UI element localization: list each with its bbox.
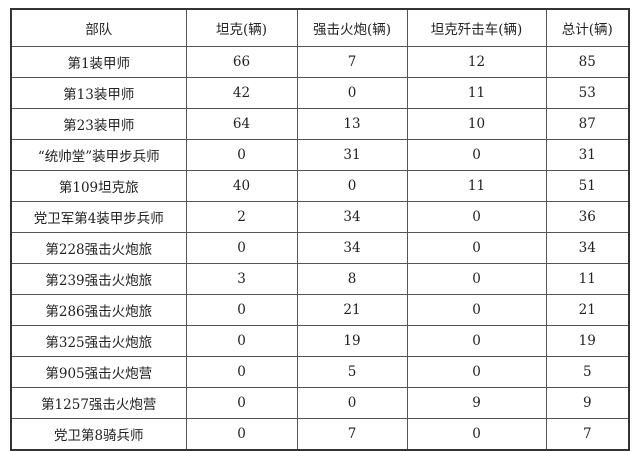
cell-unit: 第1装甲师 [10, 46, 187, 78]
cell-tank-destroyers: 0 [406, 356, 547, 388]
cell-tanks: 0 [185, 325, 298, 357]
cell-assault-guns: 13 [296, 108, 408, 140]
cell-unit: 党卫第8骑兵师 [10, 418, 187, 451]
column-header-unit: 部队 [10, 8, 187, 47]
unit-vehicle-table: 部队 坦克(辆) 强击火炮(辆) 坦克歼击车(辆) 总计(辆) 第1装甲师 66 7 12 85… [10, 8, 630, 451]
cell-tank-destroyers: 0 [406, 263, 547, 295]
cell-tank-destroyers: 0 [406, 325, 547, 357]
cell-total: 87 [545, 108, 630, 140]
cell-tank-destroyers: 9 [406, 387, 547, 419]
cell-total: 36 [545, 201, 630, 233]
table-row: “统帅堂”装甲步兵师 0 31 0 31 [10, 139, 630, 171]
cell-tank-destroyers: 0 [406, 418, 547, 451]
cell-total: 53 [545, 77, 630, 109]
cell-tanks: 2 [185, 201, 298, 233]
cell-unit: 第905强击火炮营 [10, 356, 187, 388]
cell-tank-destroyers: 10 [406, 108, 547, 140]
cell-unit: 第1257强击火炮营 [10, 387, 187, 419]
cell-assault-guns: 19 [296, 325, 408, 357]
cell-assault-guns: 31 [296, 139, 408, 171]
cell-tank-destroyers: 11 [406, 170, 547, 202]
cell-total: 85 [545, 46, 630, 78]
cell-unit: “统帅堂”装甲步兵师 [10, 139, 187, 171]
cell-unit: 第325强击火炮旅 [10, 325, 187, 357]
cell-tank-destroyers: 0 [406, 294, 547, 326]
table-row: 第109坦克旅 40 0 11 51 [10, 170, 630, 202]
cell-assault-guns: 7 [296, 418, 408, 451]
cell-total: 51 [545, 170, 630, 202]
cell-assault-guns: 34 [296, 201, 408, 233]
cell-unit: 第228强击火炮旅 [10, 232, 187, 264]
cell-total: 5 [545, 356, 630, 388]
table-row: 第239强击火炮旅 3 8 0 11 [10, 263, 630, 295]
cell-tank-destroyers: 11 [406, 77, 547, 109]
cell-unit: 第109坦克旅 [10, 170, 187, 202]
cell-total: 11 [545, 263, 630, 295]
cell-assault-guns: 0 [296, 387, 408, 419]
cell-tanks: 66 [185, 46, 298, 78]
cell-tank-destroyers: 0 [406, 232, 547, 264]
table-row: 第228强击火炮旅 0 34 0 34 [10, 232, 630, 264]
cell-unit: 党卫军第4装甲步兵师 [10, 201, 187, 233]
table-row: 第1257强击火炮营 0 0 9 9 [10, 387, 630, 419]
table-row: 第325强击火炮旅 0 19 0 19 [10, 325, 630, 357]
cell-unit: 第239强击火炮旅 [10, 263, 187, 295]
table-row: 第286强击火炮旅 0 21 0 21 [10, 294, 630, 326]
cell-assault-guns: 0 [296, 77, 408, 109]
cell-assault-guns: 7 [296, 46, 408, 78]
cell-tank-destroyers: 0 [406, 201, 547, 233]
column-header-tank-destroyers: 坦克歼击车(辆) [406, 8, 547, 47]
cell-unit: 第23装甲师 [10, 108, 187, 140]
cell-total: 7 [545, 418, 630, 451]
cell-tanks: 0 [185, 387, 298, 419]
cell-tanks: 0 [185, 139, 298, 171]
cell-tanks: 40 [185, 170, 298, 202]
column-header-total: 总计(辆) [545, 8, 630, 47]
table-header-row: 部队 坦克(辆) 强击火炮(辆) 坦克歼击车(辆) 总计(辆) [10, 8, 630, 47]
cell-total: 21 [545, 294, 630, 326]
cell-unit: 第286强击火炮旅 [10, 294, 187, 326]
cell-tank-destroyers: 12 [406, 46, 547, 78]
table-body: 第1装甲师 66 7 12 85 第13装甲师 42 0 11 53 第23装甲师 64 13 10 87 “… [10, 46, 630, 451]
cell-assault-guns: 34 [296, 232, 408, 264]
cell-assault-guns: 5 [296, 356, 408, 388]
column-header-tanks: 坦克(辆) [185, 8, 298, 47]
table-row: 党卫军第4装甲步兵师 2 34 0 36 [10, 201, 630, 233]
cell-tanks: 42 [185, 77, 298, 109]
cell-assault-guns: 21 [296, 294, 408, 326]
cell-unit: 第13装甲师 [10, 77, 187, 109]
cell-tanks: 64 [185, 108, 298, 140]
table-row: 党卫第8骑兵师 0 7 0 7 [10, 418, 630, 451]
cell-tanks: 0 [185, 294, 298, 326]
table-row: 第23装甲师 64 13 10 87 [10, 108, 630, 140]
table-row: 第905强击火炮营 0 5 0 5 [10, 356, 630, 388]
cell-total: 9 [545, 387, 630, 419]
cell-tanks: 0 [185, 232, 298, 264]
table-row: 第13装甲师 42 0 11 53 [10, 77, 630, 109]
cell-tank-destroyers: 0 [406, 139, 547, 171]
cell-assault-guns: 0 [296, 170, 408, 202]
cell-assault-guns: 8 [296, 263, 408, 295]
cell-total: 34 [545, 232, 630, 264]
column-header-assault-guns: 强击火炮(辆) [296, 8, 408, 47]
cell-total: 31 [545, 139, 630, 171]
cell-total: 19 [545, 325, 630, 357]
table-row: 第1装甲师 66 7 12 85 [10, 46, 630, 78]
cell-tanks: 0 [185, 418, 298, 451]
cell-tanks: 0 [185, 356, 298, 388]
cell-tanks: 3 [185, 263, 298, 295]
